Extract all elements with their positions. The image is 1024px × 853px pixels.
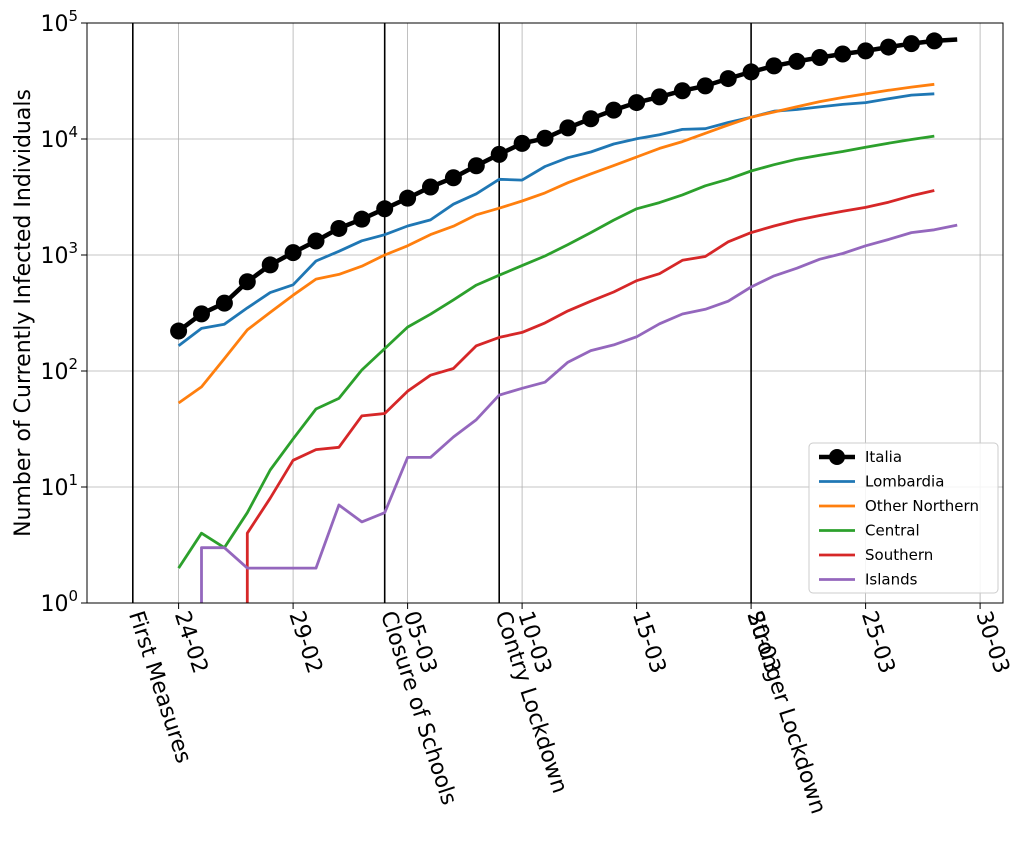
data-point xyxy=(902,35,920,53)
legend-marker xyxy=(829,449,845,465)
plot-frame xyxy=(86,22,1004,604)
data-point xyxy=(696,77,714,95)
data-point xyxy=(330,219,348,237)
legend-label: Islands xyxy=(865,571,918,589)
data-point xyxy=(444,169,462,187)
data-point xyxy=(834,45,852,63)
data-point xyxy=(536,129,554,147)
y-tick-label: 100 xyxy=(40,587,78,617)
legend-label: Central xyxy=(865,522,920,540)
data-point xyxy=(490,145,508,163)
data-point xyxy=(193,305,210,323)
data-point xyxy=(284,244,302,262)
legend-label: Southern xyxy=(865,546,933,564)
data-point xyxy=(742,63,760,81)
data-point xyxy=(261,256,279,274)
legend-label: Italia xyxy=(865,448,902,466)
y-axis-title: Number of Currently Infected Individuals xyxy=(11,89,36,537)
data-point xyxy=(651,88,668,106)
data-point xyxy=(422,178,439,196)
data-point xyxy=(605,101,623,119)
series-line xyxy=(200,223,958,603)
data-point xyxy=(399,189,417,207)
series-line xyxy=(177,82,935,405)
y-tick-label: 103 xyxy=(40,239,78,269)
data-point xyxy=(857,42,875,60)
y-tick-label: 101 xyxy=(40,471,78,501)
data-point xyxy=(880,38,897,56)
y-tick-label: 102 xyxy=(40,355,78,385)
data-point xyxy=(582,110,600,128)
data-point xyxy=(673,82,691,100)
y-tick-label: 104 xyxy=(40,123,78,153)
series-lines xyxy=(170,32,958,603)
series-line xyxy=(245,189,935,603)
data-point xyxy=(238,273,256,291)
event-lines xyxy=(132,23,752,603)
data-point xyxy=(376,200,394,218)
series-line xyxy=(177,92,935,347)
legend-label: Lombardia xyxy=(865,473,944,491)
data-point xyxy=(353,210,371,228)
data-point xyxy=(719,70,737,88)
data-point xyxy=(788,52,806,70)
data-point xyxy=(215,294,233,312)
data-point xyxy=(467,157,485,175)
legend-box xyxy=(808,442,999,594)
legend: Italia Lombardia Other Northern Central Sout… xyxy=(808,442,999,594)
data-point xyxy=(765,57,783,75)
data-point xyxy=(307,232,325,250)
data-point xyxy=(628,94,646,112)
data-point xyxy=(559,119,577,137)
legend-label: Other Northern xyxy=(865,497,979,515)
data-point xyxy=(513,134,531,152)
data-point xyxy=(170,322,188,340)
data-point xyxy=(925,32,943,50)
series-line xyxy=(177,134,935,569)
data-point xyxy=(811,49,829,67)
y-tick-label: 105 xyxy=(40,7,78,37)
